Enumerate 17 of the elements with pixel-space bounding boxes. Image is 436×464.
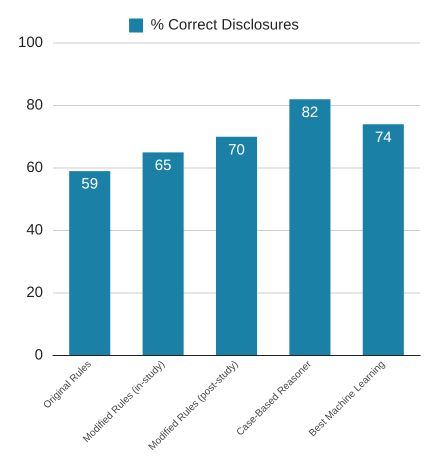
bar — [289, 99, 330, 355]
bar — [216, 136, 258, 355]
data-label: 74 — [374, 128, 392, 146]
y-tick-label: 40 — [26, 222, 44, 239]
bar — [69, 171, 110, 355]
bar — [362, 124, 404, 355]
data-label: 70 — [228, 141, 245, 158]
data-label: 59 — [81, 176, 98, 193]
y-tick-label: 60 — [26, 159, 44, 176]
bar — [142, 152, 184, 355]
y-tick-label: 20 — [26, 284, 44, 302]
y-tick-label: 80 — [26, 96, 44, 114]
legend-label: % Correct Disclosures — [150, 16, 299, 34]
y-tick-label: 0 — [34, 346, 44, 364]
y-tick-label: 100 — [18, 34, 44, 52]
data-label: 82 — [302, 104, 318, 121]
data-label: 65 — [154, 157, 172, 174]
